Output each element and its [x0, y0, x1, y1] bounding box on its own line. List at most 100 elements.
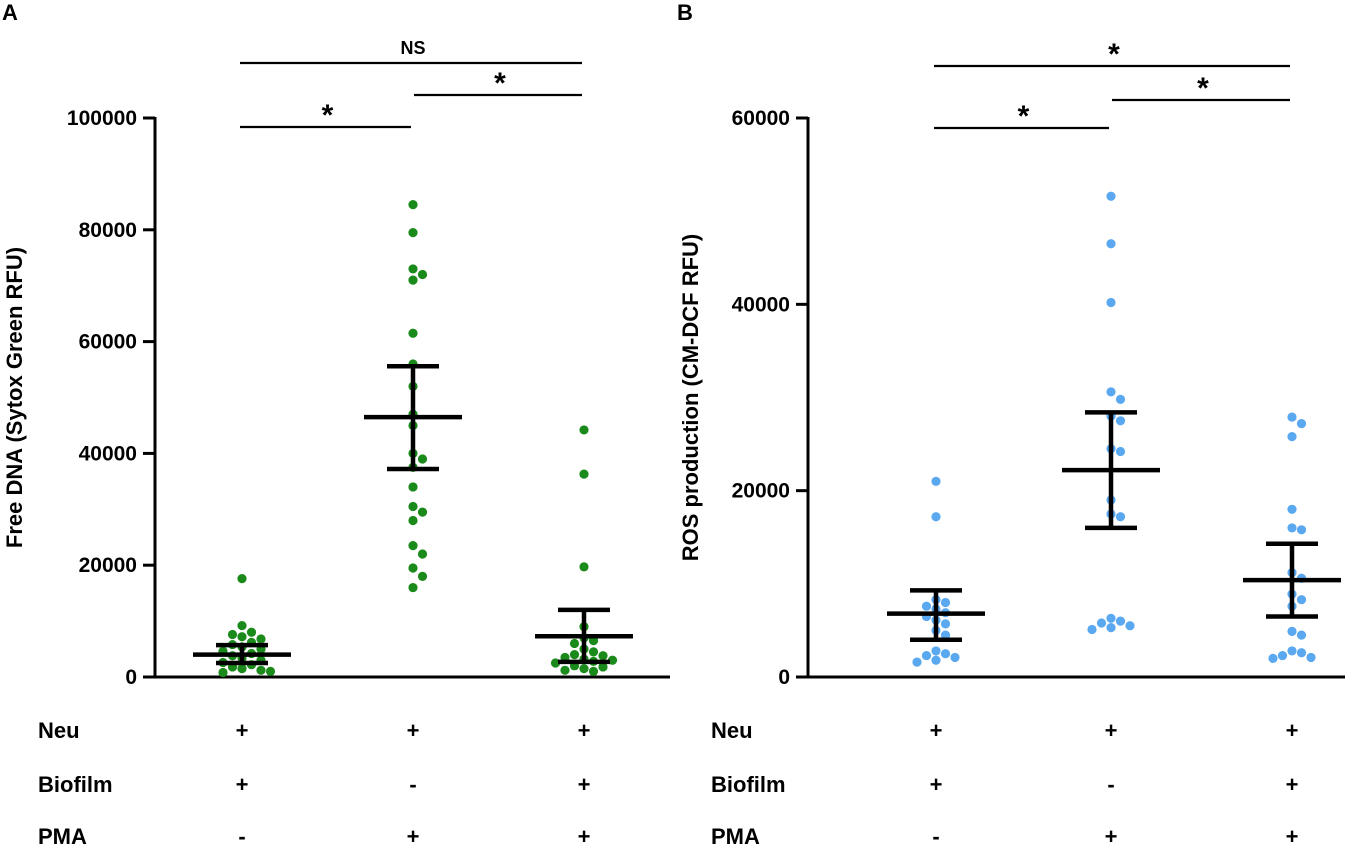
data-point	[237, 620, 247, 631]
data-point	[237, 664, 247, 674]
data-point	[408, 328, 418, 338]
data-point	[921, 650, 932, 661]
data-point	[1106, 623, 1116, 633]
data-point	[1096, 618, 1107, 628]
data-point	[256, 665, 266, 675]
condition-sign: -	[1107, 772, 1114, 797]
condition-sign: +	[1286, 718, 1299, 743]
data-point	[1115, 616, 1126, 626]
data-point	[560, 665, 570, 675]
data-point	[408, 275, 418, 285]
data-point	[1296, 630, 1307, 640]
data-point	[1106, 387, 1116, 397]
data-point	[1106, 297, 1116, 308]
data-point	[1306, 652, 1316, 663]
condition-sign: +	[930, 772, 943, 797]
condition-sign: +	[407, 824, 420, 847]
data-point	[1287, 432, 1297, 442]
data-point	[1296, 648, 1307, 658]
condition-sign: +	[1105, 824, 1118, 847]
data-point	[256, 634, 266, 644]
data-point	[598, 651, 608, 661]
data-point	[912, 657, 922, 667]
data-point	[921, 601, 932, 611]
condition-sign: +	[1105, 718, 1118, 743]
data-point	[1115, 512, 1126, 522]
y-tick-label: 60000	[79, 331, 137, 354]
data-point	[408, 582, 418, 593]
data-point	[1115, 394, 1126, 404]
condition-sign: +	[578, 718, 591, 743]
chart-panel-b: 0 20000 40000 60000 ROS production (CM-DCF R…	[678, 38, 1345, 847]
data-point	[417, 269, 428, 280]
data-point	[607, 655, 618, 665]
condition-sign: -	[932, 824, 939, 847]
data-point	[417, 454, 428, 464]
data-point	[1106, 613, 1116, 623]
condition-row-label: Neu	[711, 718, 753, 743]
y-axis-label: Free DNA (Sytox Green RFU)	[2, 247, 27, 548]
data-point	[417, 571, 428, 581]
data-point	[1277, 650, 1288, 661]
data-point	[1287, 412, 1297, 422]
data-point	[1106, 191, 1116, 201]
significance-label: NS	[400, 38, 425, 58]
significance-label: *	[1018, 100, 1030, 133]
data-point	[1296, 418, 1307, 429]
y-tick-label: 20000	[79, 554, 137, 577]
data-point	[569, 650, 580, 660]
data-point	[579, 469, 589, 479]
data-point	[950, 652, 960, 663]
data-point	[1287, 523, 1297, 533]
y-tick-label: 0	[125, 666, 137, 689]
data-point	[1296, 595, 1307, 605]
panel-label-b: B	[677, 0, 693, 25]
significance-label: *	[1197, 72, 1209, 105]
data-point	[408, 515, 418, 526]
data-point	[246, 627, 257, 637]
condition-row-label: Biofilm	[38, 772, 113, 797]
data-point	[550, 658, 561, 668]
data-point	[588, 647, 599, 657]
data-point	[1115, 416, 1126, 426]
significance-label: *	[322, 99, 334, 132]
data-point	[1287, 646, 1297, 656]
condition-row-label: PMA	[711, 824, 760, 847]
condition-sign: +	[236, 718, 249, 743]
data-point	[931, 655, 941, 665]
condition-sign: +	[1286, 772, 1299, 797]
panel-a-condition-table: Neu + + + Biofilm + - + PMA - + +	[38, 718, 590, 847]
data-point	[408, 482, 418, 492]
y-tick-label: 40000	[732, 293, 790, 316]
data-point	[265, 666, 276, 677]
condition-row-label: Biofilm	[711, 772, 786, 797]
data-point	[1106, 239, 1116, 249]
data-point	[408, 501, 418, 512]
data-point	[940, 649, 951, 659]
data-point	[408, 200, 418, 210]
panel-a-axes: 0 20000 40000 60000 80000 100000 Free DNA (Syt…	[2, 107, 670, 689]
data-point	[408, 563, 418, 573]
data-point	[569, 638, 580, 649]
condition-sign: +	[236, 772, 249, 797]
data-point	[237, 574, 247, 584]
y-tick-label: 20000	[732, 480, 790, 503]
data-point	[579, 562, 589, 572]
condition-sign: +	[930, 718, 943, 743]
significance-label: *	[1108, 38, 1120, 71]
data-point	[1125, 621, 1135, 631]
data-point	[227, 629, 238, 640]
data-point	[408, 541, 418, 551]
data-point	[1287, 626, 1297, 636]
panel-b-axes: 0 20000 40000 60000 ROS production (CM-DCF R…	[678, 107, 1345, 689]
condition-sign: -	[238, 824, 245, 847]
data-point	[237, 632, 247, 642]
y-tick-label: 40000	[79, 442, 137, 465]
y-tick-label: 0	[778, 666, 790, 689]
data-point	[1087, 624, 1097, 635]
data-point	[417, 549, 428, 559]
chart-panel-a: 0 20000 40000 60000 80000 100000 Free DNA (Syt…	[2, 38, 670, 847]
data-point	[579, 664, 589, 674]
data-point	[579, 425, 589, 435]
